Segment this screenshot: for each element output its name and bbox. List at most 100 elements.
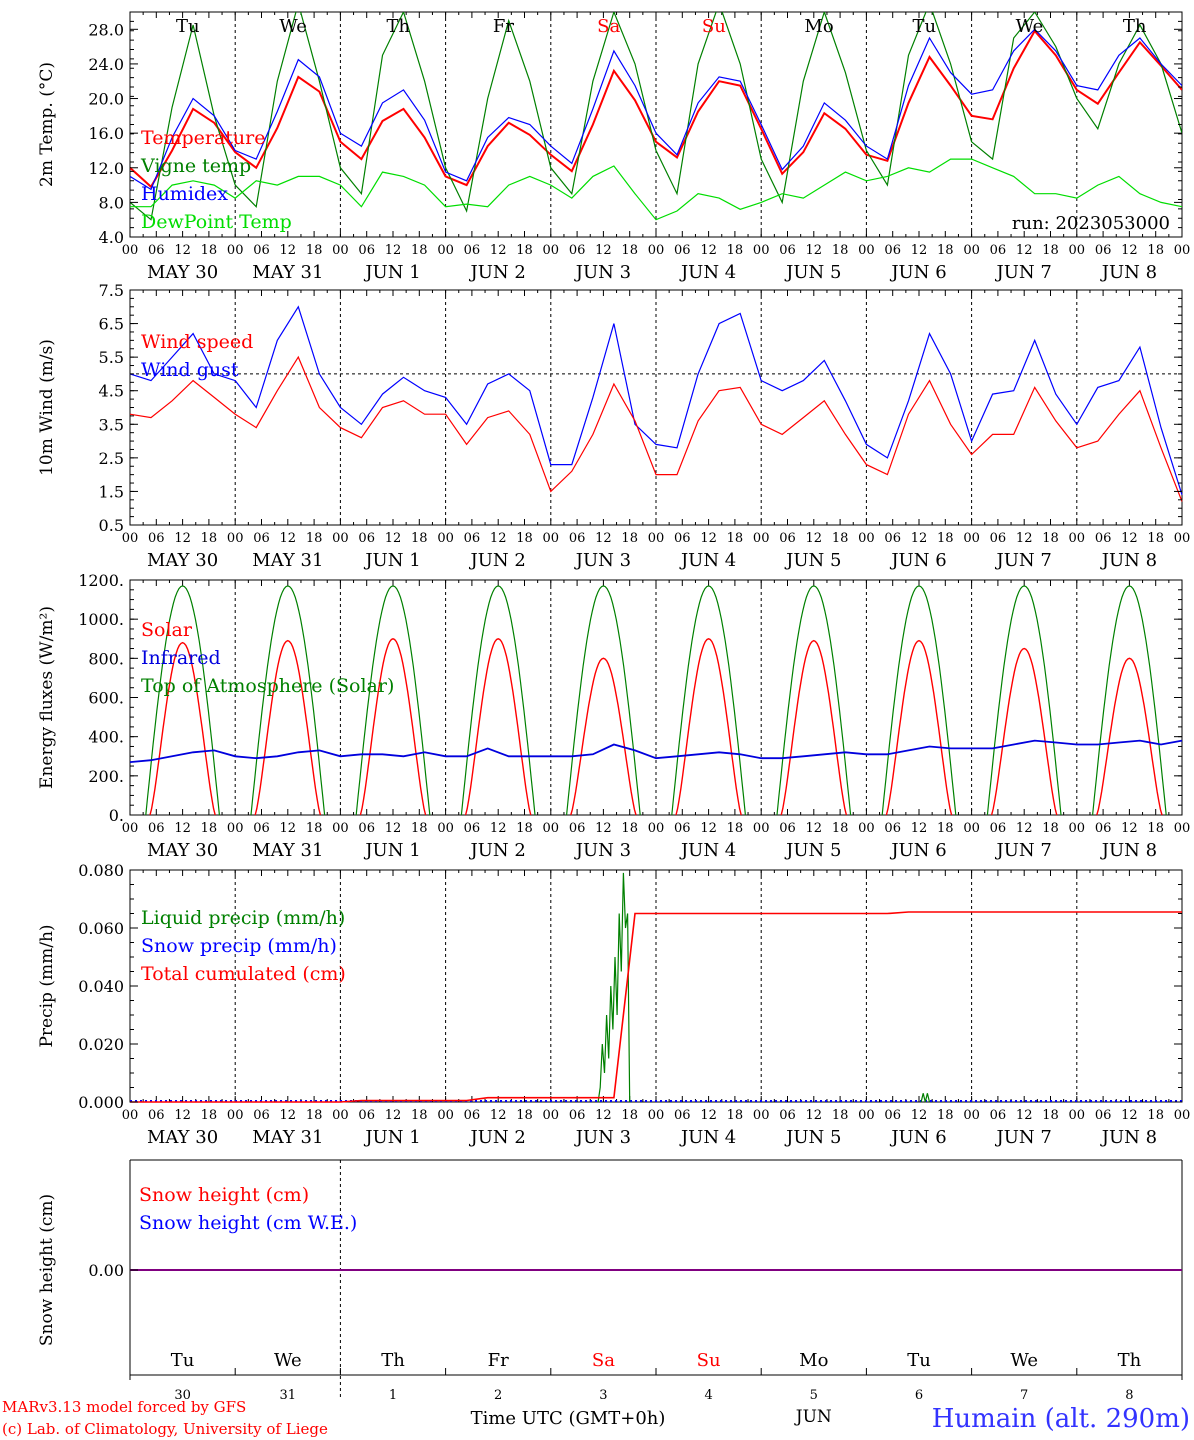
hour-tick-label: 00 bbox=[1174, 1108, 1191, 1123]
total-cumulated-line bbox=[130, 911, 1182, 1103]
legend-entry: Snow height (cm W.E.) bbox=[139, 1212, 357, 1234]
hour-tick-label: 18 bbox=[411, 821, 428, 836]
y-tick-label: 20.0 bbox=[88, 90, 124, 109]
y-tick-label: 0.00 bbox=[88, 1261, 124, 1280]
y-tick-label: 0. bbox=[109, 806, 124, 825]
hour-tick-label: 06 bbox=[674, 243, 691, 258]
y-tick-label: 200. bbox=[88, 767, 124, 786]
hour-tick-label: 06 bbox=[358, 1108, 375, 1123]
date-label: JUN 6 bbox=[889, 1127, 946, 1148]
y-axis-label: 2m Temp. (°C) bbox=[37, 62, 57, 187]
credit-line: MARv3.13 model forced by GFS bbox=[2, 1398, 246, 1416]
y-tick-label: 0.040 bbox=[78, 977, 124, 996]
hour-tick-label: 18 bbox=[621, 1108, 638, 1123]
hour-tick-label: 00 bbox=[963, 531, 980, 546]
solar-curve bbox=[254, 639, 322, 816]
hour-tick-label: 06 bbox=[148, 821, 165, 836]
hour-tick-label: 12 bbox=[806, 821, 823, 836]
weekday-label: Fr bbox=[493, 16, 514, 37]
hour-tick-label: 06 bbox=[464, 1108, 481, 1123]
hour-tick-label: 00 bbox=[1069, 243, 1086, 258]
hour-tick-label: 18 bbox=[937, 1108, 954, 1123]
day-number-label: 30 bbox=[174, 1388, 191, 1403]
month-label: JUN bbox=[794, 1407, 832, 1427]
date-label: MAY 31 bbox=[252, 840, 323, 861]
date-label: JUN 4 bbox=[679, 1127, 736, 1148]
hour-tick-label: 00 bbox=[122, 531, 139, 546]
hour-tick-label: 12 bbox=[280, 531, 297, 546]
hour-tick-label: 12 bbox=[280, 821, 297, 836]
y-tick-label: 28.0 bbox=[88, 20, 124, 39]
date-label: JUN 6 bbox=[889, 262, 946, 283]
y-tick-label: 0.080 bbox=[78, 861, 124, 880]
hour-tick-label: 12 bbox=[280, 1108, 297, 1123]
hour-tick-label: 06 bbox=[884, 243, 901, 258]
date-label: MAY 30 bbox=[147, 840, 218, 861]
hour-tick-label: 06 bbox=[358, 243, 375, 258]
hour-tick-label: 00 bbox=[227, 821, 244, 836]
day-number-label: 8 bbox=[1125, 1388, 1133, 1403]
hour-tick-label: 00 bbox=[648, 531, 665, 546]
y-tick-label: 8.0 bbox=[99, 193, 124, 212]
hour-tick-label: 00 bbox=[1174, 821, 1191, 836]
y-tick-label: 6.5 bbox=[99, 315, 124, 334]
date-label: JUN 5 bbox=[784, 262, 841, 283]
weekday-label: Tu bbox=[176, 16, 200, 37]
hour-tick-label: 00 bbox=[1069, 1108, 1086, 1123]
date-label: MAY 31 bbox=[252, 550, 323, 571]
legend-entry: Snow precip (mm/h) bbox=[141, 935, 337, 957]
date-label: JUN 8 bbox=[1100, 262, 1157, 283]
date-label: JUN 2 bbox=[469, 840, 526, 861]
hour-tick-label: 12 bbox=[911, 531, 928, 546]
station-label: Humain (alt. 290m) bbox=[932, 1404, 1190, 1434]
hour-tick-label: 12 bbox=[490, 821, 507, 836]
panel-4 bbox=[129, 869, 1183, 1103]
legend-entry: Vigne temp bbox=[140, 155, 251, 177]
hour-tick-label: 06 bbox=[358, 821, 375, 836]
y-tick-label: 0.020 bbox=[78, 1035, 124, 1054]
hour-tick-label: 00 bbox=[122, 1108, 139, 1123]
date-label: MAY 31 bbox=[252, 262, 323, 283]
weekday-label: Tu bbox=[912, 16, 936, 37]
hour-tick-label: 12 bbox=[490, 531, 507, 546]
date-label: JUN 8 bbox=[1100, 550, 1157, 571]
date-label: JUN 3 bbox=[574, 262, 631, 283]
hour-tick-label: 12 bbox=[174, 1108, 191, 1123]
y-axis-label: Precip (mm/h) bbox=[37, 924, 57, 1047]
date-label: JUN 2 bbox=[469, 1127, 526, 1148]
hour-tick-label: 06 bbox=[464, 243, 481, 258]
hour-tick-label: 06 bbox=[569, 1108, 586, 1123]
date-label: JUN 8 bbox=[1100, 840, 1157, 861]
hour-tick-label: 12 bbox=[1016, 243, 1033, 258]
y-tick-label: 800. bbox=[88, 649, 124, 668]
day-number-label: 4 bbox=[704, 1388, 712, 1403]
hour-tick-label: 00 bbox=[858, 821, 875, 836]
hour-tick-label: 18 bbox=[1042, 821, 1059, 836]
hour-tick-label: 12 bbox=[490, 243, 507, 258]
hour-tick-label: 06 bbox=[779, 1108, 796, 1123]
legend-entry: Top of Atmosphere (Solar) bbox=[141, 675, 394, 697]
date-label: JUN 3 bbox=[574, 1127, 631, 1148]
hour-tick-label: 06 bbox=[253, 821, 270, 836]
hour-tick-label: 18 bbox=[832, 243, 849, 258]
hour-tick-label: 06 bbox=[464, 531, 481, 546]
hour-tick-label: 18 bbox=[727, 531, 744, 546]
y-tick-label: 1200. bbox=[78, 571, 124, 590]
weekday-label: Tu bbox=[171, 1350, 195, 1371]
date-label: JUN 7 bbox=[995, 1127, 1052, 1148]
date-label: JUN 1 bbox=[363, 550, 420, 571]
day-number-label: 6 bbox=[915, 1388, 923, 1403]
legend-entry: Snow height (cm) bbox=[139, 1184, 309, 1206]
hour-tick-label: 18 bbox=[411, 1108, 428, 1123]
hour-tick-label: 06 bbox=[674, 821, 691, 836]
hour-tick-label: 18 bbox=[1042, 531, 1059, 546]
hour-tick-label: 18 bbox=[411, 243, 428, 258]
legend-entry: Temperature bbox=[141, 127, 265, 149]
hour-tick-label: 12 bbox=[1121, 1108, 1138, 1123]
hour-tick-label: 06 bbox=[674, 531, 691, 546]
series-group bbox=[130, 12, 1182, 221]
hour-tick-label: 06 bbox=[253, 243, 270, 258]
toa-solar-curve bbox=[1092, 585, 1167, 816]
day-number-label: 2 bbox=[494, 1388, 502, 1403]
y-axis-label: Energy fluxes (W/m²) bbox=[37, 606, 57, 789]
